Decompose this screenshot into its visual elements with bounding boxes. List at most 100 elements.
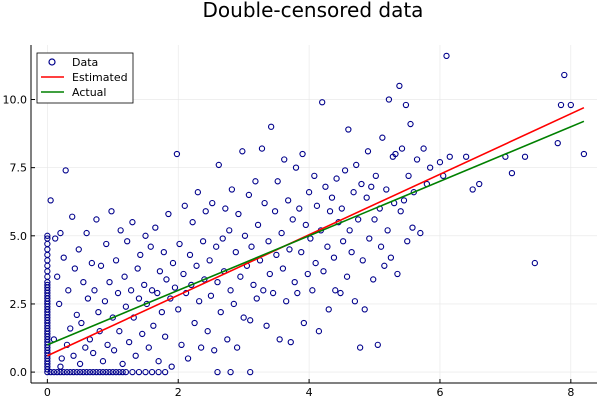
data-point	[351, 298, 359, 305]
data-point	[356, 344, 364, 351]
data-point	[78, 319, 85, 327]
data-point	[315, 328, 323, 335]
data-point	[350, 189, 357, 196]
data-point	[371, 216, 378, 223]
data-point	[358, 180, 365, 188]
data-point	[261, 199, 268, 207]
data-point	[168, 363, 175, 370]
data-point	[309, 287, 316, 294]
data-point	[417, 229, 424, 237]
data-point	[398, 145, 406, 152]
data-point	[353, 161, 360, 169]
data-point	[57, 229, 64, 237]
data-point	[385, 96, 393, 103]
legend-box	[36, 52, 134, 104]
data-point	[165, 210, 172, 218]
data-point	[127, 287, 135, 294]
data-point	[103, 240, 110, 248]
data-point	[122, 303, 130, 310]
data-point	[287, 338, 294, 346]
data-point	[521, 153, 529, 160]
data-point	[250, 281, 257, 289]
data-point	[281, 156, 288, 163]
data-point	[194, 189, 202, 196]
data-point	[241, 232, 249, 239]
data-point	[324, 243, 331, 250]
data-point	[44, 281, 51, 289]
data-point	[364, 148, 372, 155]
data-point	[163, 276, 170, 283]
data-point	[248, 243, 255, 250]
data-point	[135, 295, 143, 302]
legend-label-actual: Actual	[72, 86, 106, 99]
data-point	[557, 101, 565, 109]
y-tick-label: 0.0	[10, 366, 28, 379]
data-point	[332, 287, 339, 294]
data-point	[116, 328, 123, 335]
data-point	[135, 368, 143, 376]
data-point	[60, 368, 67, 376]
data-point	[319, 99, 326, 106]
data-point	[99, 358, 107, 365]
legend: Data Estimated Actual	[36, 52, 134, 104]
data-point	[112, 368, 120, 376]
data-point	[215, 161, 222, 169]
data-point	[343, 273, 351, 280]
data-point	[119, 368, 126, 376]
data-point	[206, 257, 213, 264]
chart-title: Double-censored data	[203, 0, 424, 22]
data-point	[392, 150, 399, 158]
data-point	[97, 262, 105, 269]
data-point	[370, 276, 377, 283]
data-point	[112, 257, 120, 264]
data-point	[129, 219, 136, 226]
data-point	[67, 368, 74, 376]
x-tick-label: 4	[306, 386, 313, 399]
data-point	[76, 368, 84, 376]
data-point	[197, 344, 205, 351]
data-point	[253, 295, 260, 302]
data-point	[202, 208, 209, 215]
data-point	[239, 148, 246, 155]
data-point	[83, 368, 90, 376]
data-point	[55, 300, 63, 308]
data-point	[204, 328, 211, 335]
data-point	[374, 341, 381, 348]
data-point	[266, 270, 273, 278]
data-point	[368, 183, 375, 190]
data-point	[93, 368, 100, 376]
data-point	[400, 197, 408, 204]
data-point	[156, 268, 164, 275]
data-point	[90, 368, 97, 376]
data-point	[302, 221, 309, 229]
data-point	[184, 355, 192, 362]
data-point	[101, 298, 109, 305]
data-point	[161, 368, 169, 376]
data-point	[96, 368, 103, 376]
data-point	[410, 189, 417, 196]
data-point	[142, 368, 149, 376]
data-point	[103, 368, 110, 376]
data-point	[196, 298, 203, 305]
data-point	[345, 126, 352, 133]
data-point	[73, 311, 80, 319]
data-point	[217, 308, 224, 316]
data-point	[286, 246, 293, 253]
data-point	[339, 238, 347, 245]
data-point	[348, 249, 355, 256]
data-point	[76, 360, 84, 368]
data-point	[65, 287, 72, 294]
data-point	[379, 134, 386, 141]
axes	[30, 45, 597, 384]
data-point	[110, 347, 118, 354]
data-point	[273, 251, 280, 259]
estimated-line	[47, 106, 585, 357]
data-point	[119, 360, 126, 368]
data-point	[214, 368, 221, 376]
data-point	[383, 186, 390, 193]
data-point	[580, 150, 588, 158]
x-tick-label: 2	[175, 386, 182, 399]
data-point	[69, 213, 76, 220]
actual-line	[47, 120, 585, 346]
